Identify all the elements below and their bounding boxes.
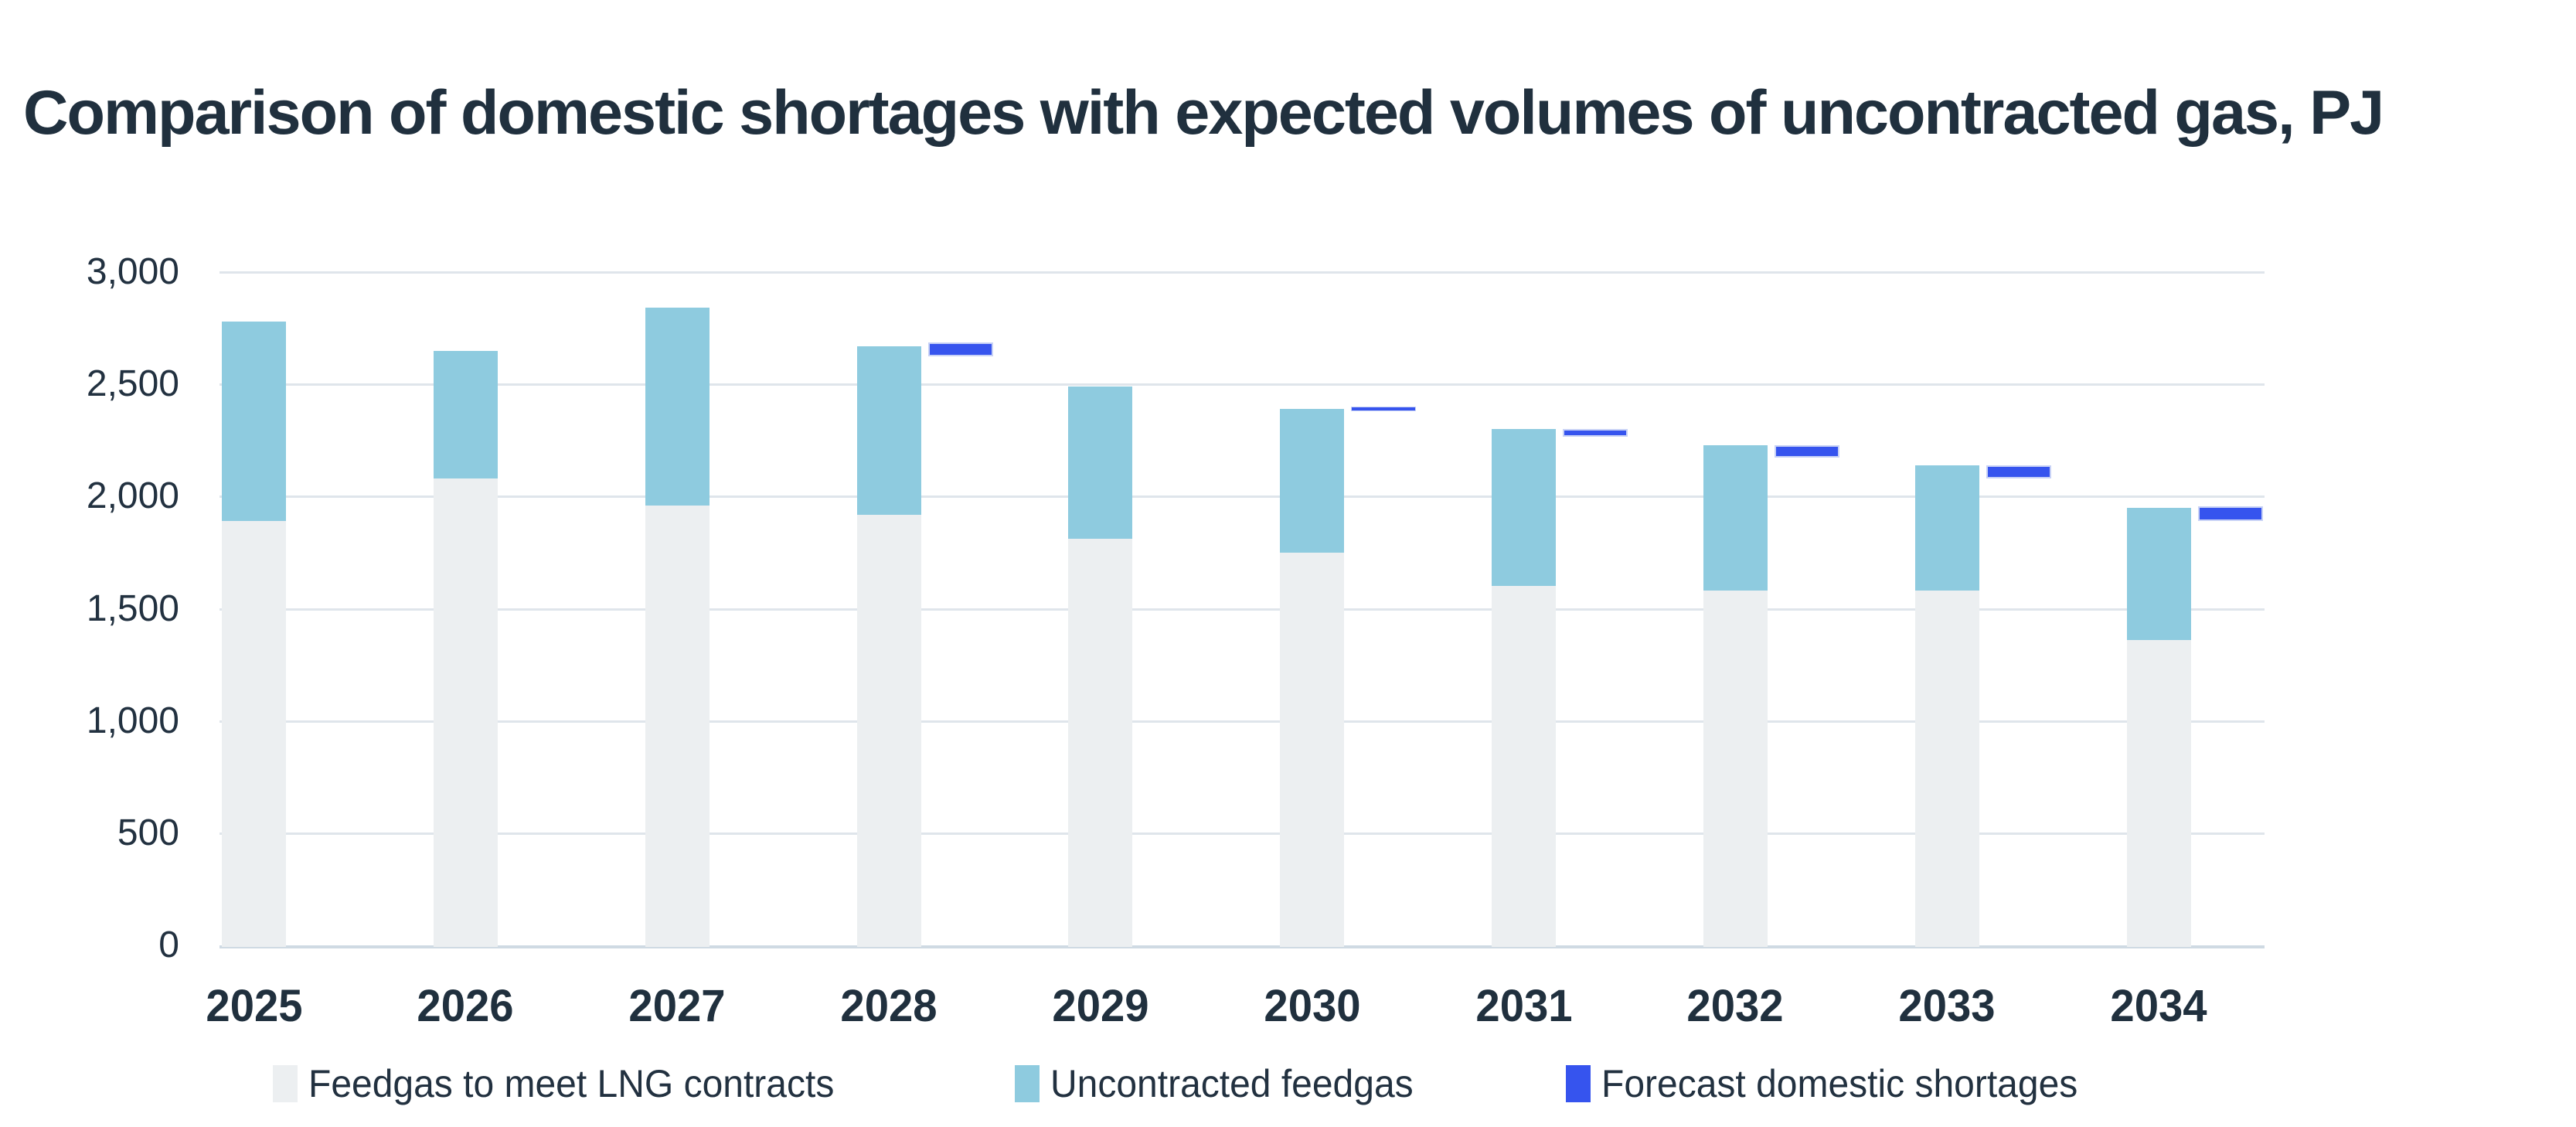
x-axis-label: 2033 bbox=[1898, 981, 1996, 1031]
bar-feedgas-segment bbox=[222, 521, 286, 947]
x-axis-label: 2028 bbox=[840, 981, 938, 1031]
legend-label-uncontracted: Uncontracted feedgas bbox=[1050, 1062, 1414, 1105]
bar-uncontracted-segment bbox=[433, 350, 498, 479]
y-tick-label: 0 bbox=[158, 924, 179, 965]
legend-label-shortages: Forecast domestic shortages bbox=[1601, 1062, 2078, 1105]
y-tick-label: 1,000 bbox=[86, 700, 179, 741]
bar-feedgas-segment bbox=[2126, 640, 2191, 947]
bar-feedgas-segment bbox=[1280, 552, 1345, 947]
y-tick-label: 3,000 bbox=[86, 251, 179, 292]
bar-uncontracted-segment bbox=[645, 308, 710, 506]
x-axis-label: 2031 bbox=[1475, 981, 1573, 1031]
legend-swatch-uncontracted bbox=[1015, 1065, 1040, 1102]
shortage-dash bbox=[927, 342, 993, 356]
bar-feedgas-segment bbox=[1703, 591, 1768, 947]
shortage-dash bbox=[2197, 506, 2263, 521]
bar-feedgas-segment bbox=[433, 478, 498, 947]
legend-label-feedgas: Feedgas to meet LNG contracts bbox=[308, 1062, 835, 1105]
bar-feedgas-segment bbox=[856, 514, 921, 947]
y-tick-label: 1,500 bbox=[86, 587, 179, 629]
legend: Feedgas to meet LNG contracts Uncontract… bbox=[0, 1062, 2576, 1108]
bar-uncontracted-segment bbox=[856, 346, 921, 515]
legend-item-uncontracted: Uncontracted feedgas bbox=[1015, 1062, 1428, 1105]
gridline bbox=[219, 720, 2265, 723]
gridline bbox=[219, 495, 2265, 499]
y-tick-label: 500 bbox=[117, 812, 179, 853]
bar-uncontracted-segment bbox=[1914, 465, 1979, 591]
x-axis-label: 2025 bbox=[205, 981, 303, 1031]
x-axis-label: 2034 bbox=[2110, 981, 2207, 1031]
bar-uncontracted-segment bbox=[2126, 507, 2191, 641]
x-axis-label: 2027 bbox=[628, 981, 726, 1031]
x-axis-line bbox=[219, 945, 2265, 948]
gridline bbox=[219, 832, 2265, 835]
legend-item-shortages: Forecast domestic shortages bbox=[1566, 1062, 2098, 1105]
chart-title: Comparison of domestic shortages with ex… bbox=[23, 78, 2384, 148]
bar-uncontracted-segment bbox=[1492, 429, 1557, 587]
legend-item-feedgas: Feedgas to meet LNG contracts bbox=[273, 1062, 856, 1105]
shortage-dash bbox=[1351, 407, 1417, 412]
bar-feedgas-segment bbox=[645, 505, 710, 947]
legend-swatch-shortages bbox=[1566, 1065, 1591, 1102]
bar-uncontracted-segment bbox=[1280, 409, 1345, 553]
x-axis-label: 2026 bbox=[417, 981, 514, 1031]
bar-uncontracted-segment bbox=[1703, 444, 1768, 591]
bar-feedgas-segment bbox=[1068, 539, 1133, 947]
y-tick-label: 2,500 bbox=[86, 363, 179, 405]
x-axis-label: 2032 bbox=[1686, 981, 1785, 1031]
gridline bbox=[219, 608, 2265, 611]
bar-uncontracted-segment bbox=[222, 321, 286, 522]
x-axis-label: 2030 bbox=[1264, 981, 1361, 1031]
legend-swatch-feedgas bbox=[273, 1065, 298, 1102]
gridline bbox=[219, 271, 2265, 274]
shortage-dash bbox=[1986, 465, 2051, 479]
x-axis-label: 2029 bbox=[1052, 981, 1149, 1031]
shortage-dash bbox=[1774, 445, 1839, 458]
shortage-dash bbox=[1563, 428, 1628, 437]
bar-feedgas-segment bbox=[1492, 586, 1557, 947]
y-tick-label: 2,000 bbox=[86, 475, 179, 517]
bar-uncontracted-segment bbox=[1068, 386, 1133, 540]
bar-feedgas-segment bbox=[1914, 591, 1979, 947]
gridline bbox=[219, 383, 2265, 386]
